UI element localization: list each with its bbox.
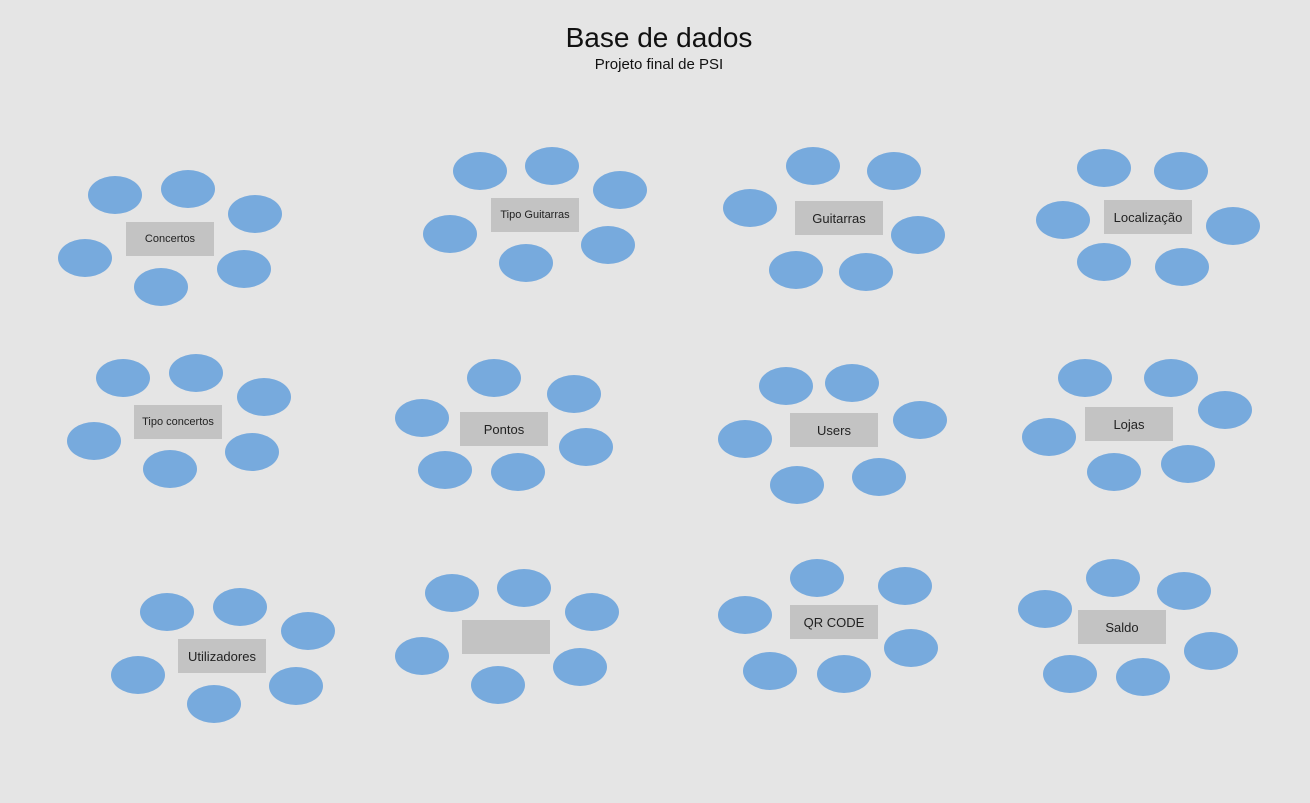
attribute-ellipse (134, 268, 188, 306)
attribute-ellipse (228, 195, 282, 233)
attribute-ellipse (143, 450, 197, 488)
attribute-ellipse (559, 428, 613, 466)
attribute-ellipse (471, 666, 525, 704)
attribute-ellipse (491, 453, 545, 491)
entity-box: Pontos (460, 412, 548, 446)
attribute-ellipse (1206, 207, 1260, 245)
attribute-ellipse (593, 171, 647, 209)
attribute-ellipse (852, 458, 906, 496)
attribute-ellipse (467, 359, 521, 397)
attribute-ellipse (825, 364, 879, 402)
attribute-ellipse (884, 629, 938, 667)
attribute-ellipse (790, 559, 844, 597)
entity-box: Lojas (1085, 407, 1173, 441)
attribute-ellipse (425, 574, 479, 612)
entity-box: Guitarras (795, 201, 883, 235)
attribute-ellipse (1086, 559, 1140, 597)
entity-box: Tipo Guitarras (491, 198, 579, 232)
attribute-ellipse (111, 656, 165, 694)
attribute-ellipse (1018, 590, 1072, 628)
attribute-ellipse (497, 569, 551, 607)
attribute-ellipse (718, 420, 772, 458)
attribute-ellipse (237, 378, 291, 416)
attribute-ellipse (565, 593, 619, 631)
attribute-ellipse (1161, 445, 1215, 483)
attribute-ellipse (553, 648, 607, 686)
attribute-ellipse (878, 567, 932, 605)
attribute-ellipse (547, 375, 601, 413)
attribute-ellipse (1036, 201, 1090, 239)
attribute-ellipse (769, 251, 823, 289)
attribute-ellipse (169, 354, 223, 392)
attribute-ellipse (281, 612, 335, 650)
attribute-ellipse (723, 189, 777, 227)
entity-box: Concertos (126, 222, 214, 256)
attribute-ellipse (499, 244, 553, 282)
entity-box: Utilizadores (178, 639, 266, 673)
attribute-ellipse (1144, 359, 1198, 397)
entity-box: QR CODE (790, 605, 878, 639)
attribute-ellipse (581, 226, 635, 264)
attribute-ellipse (718, 596, 772, 634)
attribute-ellipse (96, 359, 150, 397)
diagram-subtitle: Projeto final de PSI (594, 56, 724, 73)
attribute-ellipse (770, 466, 824, 504)
entity-box: Localização (1104, 200, 1192, 234)
attribute-ellipse (395, 637, 449, 675)
attribute-ellipse (1184, 632, 1238, 670)
attribute-ellipse (743, 652, 797, 690)
attribute-ellipse (161, 170, 215, 208)
attribute-ellipse (891, 216, 945, 254)
diagram-title: Base de dados (565, 22, 753, 53)
attribute-ellipse (786, 147, 840, 185)
attribute-ellipse (217, 250, 271, 288)
attribute-ellipse (1154, 152, 1208, 190)
attribute-ellipse (58, 239, 112, 277)
attribute-ellipse (1043, 655, 1097, 693)
attribute-ellipse (525, 147, 579, 185)
attribute-ellipse (893, 401, 947, 439)
attribute-ellipse (140, 593, 194, 631)
attribute-ellipse (67, 422, 121, 460)
attribute-ellipse (1022, 418, 1076, 456)
attribute-ellipse (418, 451, 472, 489)
attribute-ellipse (88, 176, 142, 214)
attribute-ellipse (1077, 149, 1131, 187)
entity-box (462, 620, 550, 654)
attribute-ellipse (839, 253, 893, 291)
attribute-ellipse (1058, 359, 1112, 397)
attribute-ellipse (1077, 243, 1131, 281)
attribute-ellipse (269, 667, 323, 705)
entity-box: Users (790, 413, 878, 447)
attribute-ellipse (1157, 572, 1211, 610)
entity-box: Tipo concertos (134, 405, 222, 439)
attribute-ellipse (423, 215, 477, 253)
entity-box: Saldo (1078, 610, 1166, 644)
attribute-ellipse (1198, 391, 1252, 429)
attribute-ellipse (225, 433, 279, 471)
attribute-ellipse (1087, 453, 1141, 491)
attribute-ellipse (395, 399, 449, 437)
attribute-ellipse (213, 588, 267, 626)
attribute-ellipse (1116, 658, 1170, 696)
attribute-ellipse (1155, 248, 1209, 286)
attribute-ellipse (187, 685, 241, 723)
attribute-ellipse (453, 152, 507, 190)
attribute-ellipse (867, 152, 921, 190)
attribute-ellipse (817, 655, 871, 693)
attribute-ellipse (759, 367, 813, 405)
